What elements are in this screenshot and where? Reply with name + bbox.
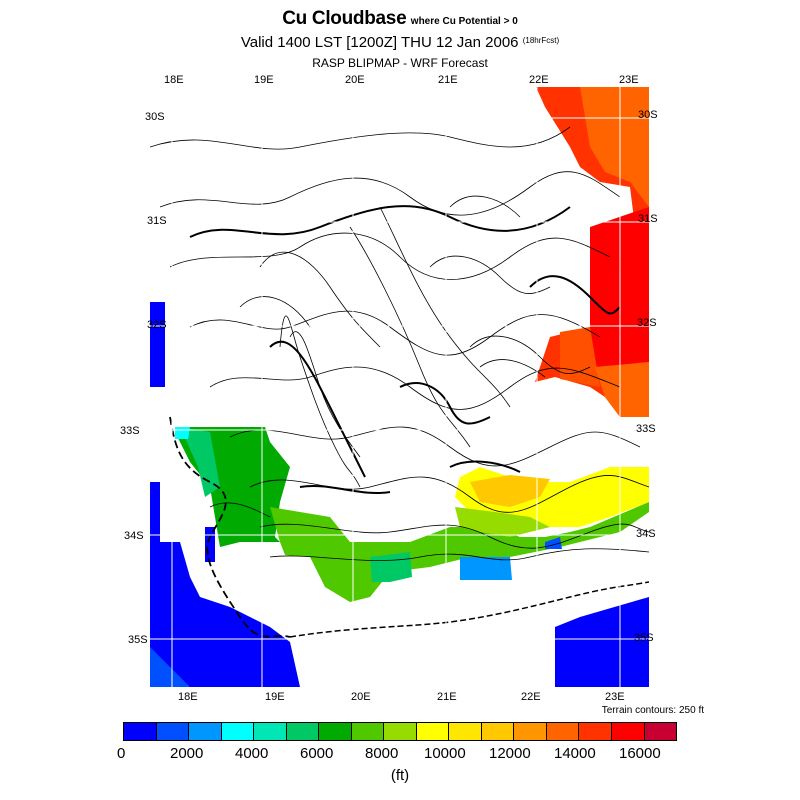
top-lon-label: 18E bbox=[164, 74, 184, 86]
colorbar-swatch bbox=[448, 723, 481, 740]
colorbar-swatch bbox=[124, 723, 156, 740]
bottom-lon-label: 18E bbox=[178, 691, 198, 703]
bottom-lon-label: 19E bbox=[265, 691, 285, 703]
colorbar-tick-label: 12000 bbox=[489, 745, 531, 762]
top-lon-label: 22E bbox=[529, 74, 549, 86]
chart-title: Cu Cloudbase where Cu Potential > 0 bbox=[0, 8, 800, 30]
left-lat-label: 30S bbox=[145, 111, 165, 123]
right-lat-label: 30S bbox=[638, 109, 658, 121]
top-lon-label: 21E bbox=[438, 74, 458, 86]
colorbar-swatch bbox=[188, 723, 221, 740]
valid-line: Valid 1400 LST [1200Z] THU 12 Jan 2006 bbox=[240, 34, 519, 51]
right-lat-label: 33S bbox=[636, 423, 656, 435]
colorbar-swatch bbox=[545, 723, 579, 740]
colorbar bbox=[123, 722, 677, 741]
colorbar-swatch bbox=[610, 723, 644, 740]
colorbar-tick-label: 10000 bbox=[424, 745, 466, 762]
right-lat-label: 34S bbox=[636, 528, 656, 540]
colorbar-swatch bbox=[480, 723, 514, 740]
bold-contours bbox=[189, 205, 621, 494]
left-lat-label: 35S bbox=[128, 634, 148, 646]
colorbar-tick-label: 4000 bbox=[235, 745, 269, 762]
left-lat-label: 34S bbox=[124, 530, 144, 542]
mid-cloudbase-area bbox=[175, 427, 649, 602]
colorbar-tick-label: 0 bbox=[117, 745, 126, 762]
colorbar-tick-label: 8000 bbox=[365, 745, 399, 762]
map-panel: 18E 19E 20E 21E 22E 23E 18E 19E 20E 21E … bbox=[120, 74, 658, 703]
title-suffix: where Cu Potential > 0 bbox=[410, 16, 518, 27]
bottom-lon-label: 21E bbox=[437, 691, 457, 703]
top-lon-label: 23E bbox=[619, 74, 639, 86]
left-lat-label: 33S bbox=[120, 425, 140, 437]
graticule bbox=[150, 87, 649, 687]
colorbar-tick-label: 14000 bbox=[554, 745, 596, 762]
colorbar-swatch bbox=[220, 723, 254, 740]
top-lon-label: 20E bbox=[345, 74, 365, 86]
left-lat-label: 32S bbox=[147, 319, 167, 331]
colorbar-units: (ft) bbox=[390, 767, 410, 784]
right-lat-label: 32S bbox=[637, 317, 657, 329]
map-canvas bbox=[150, 87, 649, 687]
left-lat-label: 31S bbox=[147, 215, 167, 227]
right-lat-label: 35S bbox=[634, 632, 654, 644]
valid-time: Valid 1400 LST [1200Z] THU 12 Jan 2006 (… bbox=[0, 34, 800, 51]
colorbar-tick-label: 2000 bbox=[170, 745, 204, 762]
forecast-tag: (18hrFcst) bbox=[522, 36, 560, 45]
colorbar-swatch bbox=[643, 723, 677, 740]
colorbar-swatch bbox=[285, 723, 319, 740]
colorbar-swatch bbox=[253, 723, 286, 740]
title-main: Cu Cloudbase bbox=[282, 8, 407, 29]
top-lon-label: 19E bbox=[254, 74, 274, 86]
colorbar-swatch bbox=[318, 723, 351, 740]
bottom-lon-label: 20E bbox=[351, 691, 371, 703]
bottom-lon-label: 22E bbox=[521, 691, 541, 703]
colorbar-swatch bbox=[578, 723, 611, 740]
colorbar-swatch bbox=[513, 723, 546, 740]
colorbar-swatch bbox=[350, 723, 384, 740]
colorbar-tick-label: 16000 bbox=[619, 745, 661, 762]
coastline bbox=[169, 416, 291, 638]
right-lat-label: 31S bbox=[638, 213, 658, 225]
south-coastline bbox=[289, 581, 649, 638]
colorbar-tick-label: 6000 bbox=[300, 745, 334, 762]
bottom-lon-label: 23E bbox=[605, 691, 625, 703]
colorbar-swatch bbox=[415, 723, 449, 740]
colorbar-swatch bbox=[155, 723, 189, 740]
subtitle: RASP BLIPMAP - WRF Forecast bbox=[312, 56, 488, 70]
colorbar-swatch bbox=[383, 723, 416, 740]
terrain-note: Terrain contours: 250 ft bbox=[601, 705, 704, 716]
